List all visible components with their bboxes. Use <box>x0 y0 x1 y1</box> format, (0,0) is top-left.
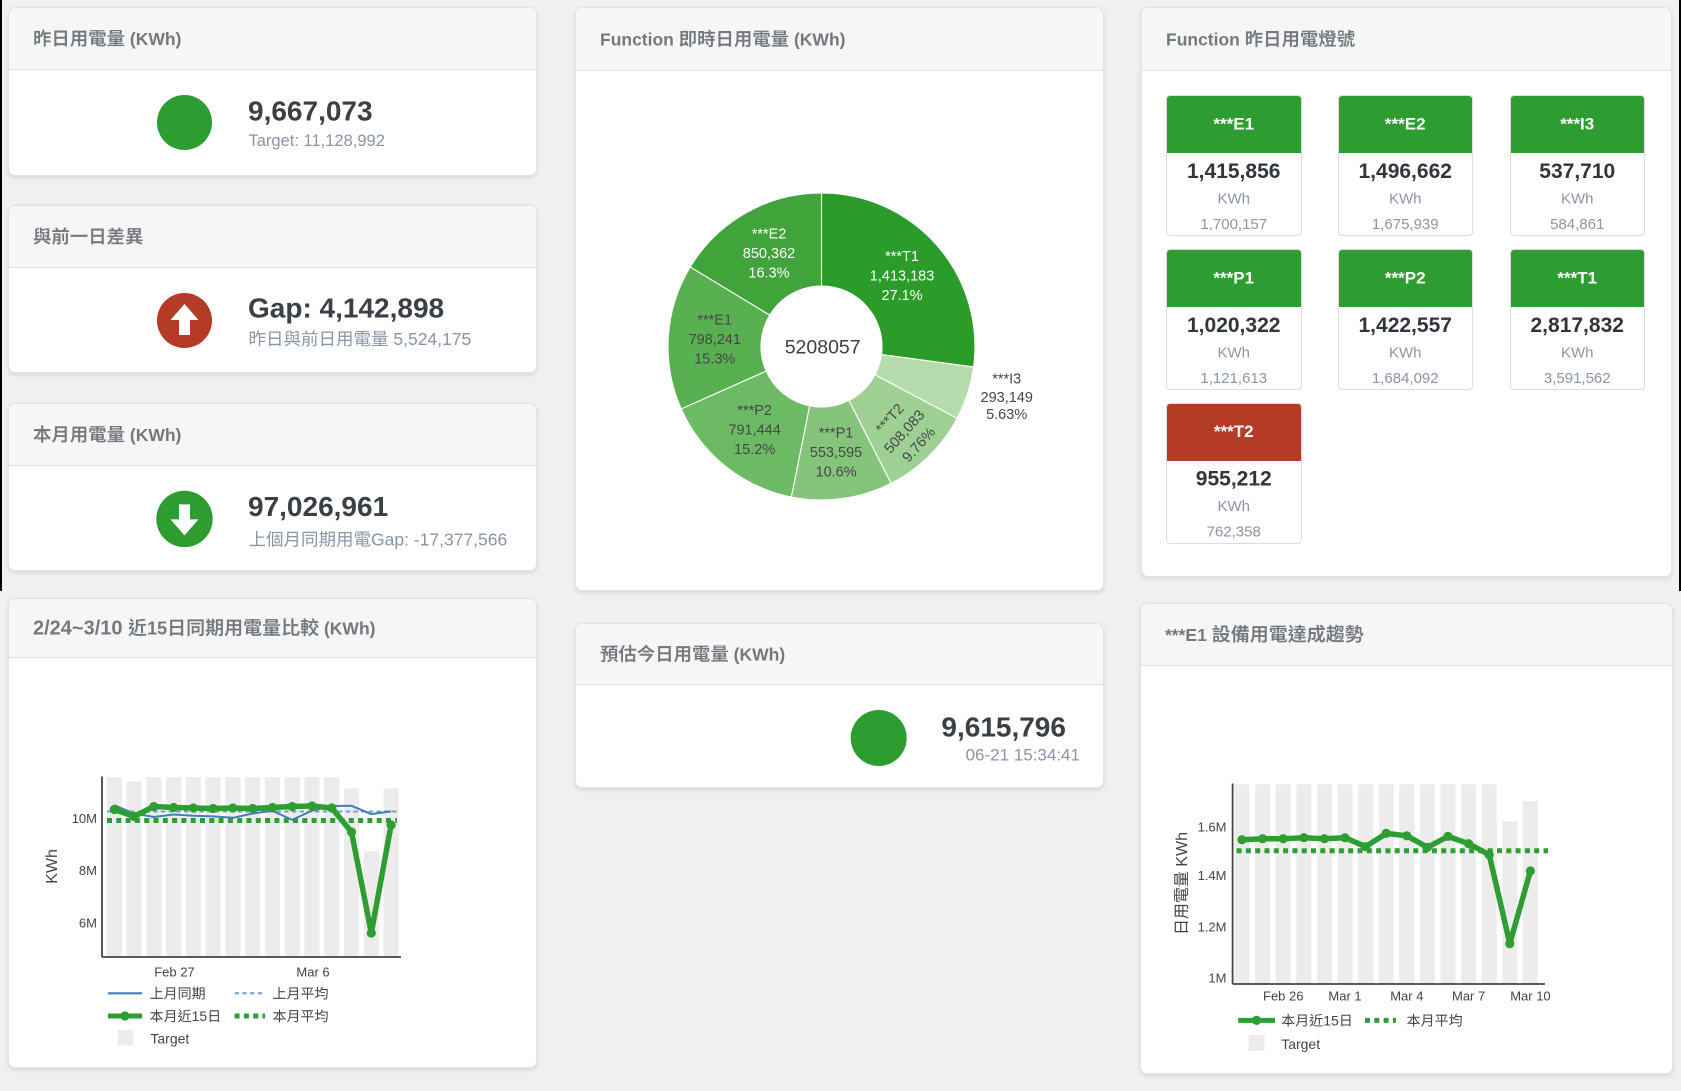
svg-text:9,667,073: 9,667,073 <box>248 96 373 127</box>
svg-text:Function: Function <box>1166 30 1245 50</box>
svg-text:Mar 4: Mar 4 <box>1390 989 1423 1004</box>
svg-text:Feb 27: Feb 27 <box>154 964 194 979</box>
svg-text:3,591,562: 3,591,562 <box>1544 370 1611 387</box>
svg-text:1M: 1M <box>1208 971 1226 986</box>
svg-text:(KWh): (KWh) <box>125 425 181 445</box>
svg-text:15: 15 <box>147 619 167 639</box>
svg-text:1,413,183: 1,413,183 <box>870 269 935 285</box>
svg-text:798,241: 798,241 <box>689 332 741 348</box>
svg-text:(KWh): (KWh) <box>789 30 845 50</box>
svg-text:***I3: ***I3 <box>1560 115 1594 134</box>
svg-text:584,861: 584,861 <box>1550 216 1604 233</box>
svg-text:KWh: KWh <box>44 849 61 884</box>
svg-text:955,212: 955,212 <box>1196 467 1272 490</box>
svg-text:(KWh): (KWh) <box>319 619 375 639</box>
svg-text:2/24~3/10: 2/24~3/10 <box>33 618 128 640</box>
svg-text:***E2: ***E2 <box>1385 115 1426 134</box>
svg-text:1,675,939: 1,675,939 <box>1372 216 1439 233</box>
svg-text:KWh: KWh <box>1218 190 1251 207</box>
svg-text:***T1: ***T1 <box>885 249 919 265</box>
svg-text:10M: 10M <box>72 811 97 826</box>
svg-text:5208057: 5208057 <box>785 336 861 358</box>
svg-text:Mar 6: Mar 6 <box>296 964 329 979</box>
svg-text:Feb 26: Feb 26 <box>1263 989 1303 1004</box>
svg-text:Mar 1: Mar 1 <box>1328 989 1361 1004</box>
svg-text:1,684,092: 1,684,092 <box>1372 370 1439 387</box>
svg-text:Target: Target <box>1281 1036 1320 1052</box>
svg-text:***P1: ***P1 <box>1213 269 1254 288</box>
svg-text:***E1: ***E1 <box>697 313 732 329</box>
svg-text:KWh: KWh <box>1218 498 1251 515</box>
svg-text:06-21 15:34:41: 06-21 15:34:41 <box>966 746 1080 765</box>
svg-text:***E1: ***E1 <box>1213 115 1254 134</box>
svg-text:Gap: -17,377,566: Gap: -17,377,566 <box>371 530 507 550</box>
svg-text:Target: Target <box>150 1031 189 1047</box>
svg-text:KWh: KWh <box>1389 344 1422 361</box>
svg-text:***T2: ***T2 <box>1214 422 1254 441</box>
svg-text:1,415,856: 1,415,856 <box>1187 160 1280 183</box>
svg-text:5.63%: 5.63% <box>986 407 1027 423</box>
svg-text:1,020,322: 1,020,322 <box>1187 314 1280 337</box>
svg-text:***P2: ***P2 <box>1385 269 1426 288</box>
svg-text:1.6M: 1.6M <box>1198 820 1227 835</box>
svg-text:791,444: 791,444 <box>728 423 780 439</box>
svg-text:1.2M: 1.2M <box>1198 919 1227 934</box>
svg-text:10.6%: 10.6% <box>816 465 857 481</box>
svg-text:1.4M: 1.4M <box>1198 868 1227 883</box>
svg-text:Mar 7: Mar 7 <box>1452 989 1485 1004</box>
svg-text:537,710: 537,710 <box>1539 160 1615 183</box>
svg-text:15: 15 <box>1323 1013 1339 1029</box>
svg-text:5,524,175: 5,524,175 <box>389 329 472 349</box>
svg-text:553,595: 553,595 <box>810 445 862 461</box>
svg-text:***E2: ***E2 <box>752 226 787 242</box>
svg-text:(KWh): (KWh) <box>729 645 785 665</box>
svg-text:Mar 10: Mar 10 <box>1510 989 1550 1004</box>
svg-text:2,817,832: 2,817,832 <box>1531 314 1624 337</box>
svg-text:Target: 11,128,992: Target: 11,128,992 <box>249 132 385 150</box>
svg-text:(KWh): (KWh) <box>125 29 181 49</box>
svg-text:762,358: 762,358 <box>1207 523 1261 540</box>
svg-text:***T1: ***T1 <box>1557 269 1597 288</box>
svg-text:***E1: ***E1 <box>1165 625 1212 645</box>
svg-text:293,149: 293,149 <box>981 390 1033 406</box>
svg-text:9,615,796: 9,615,796 <box>941 711 1066 742</box>
svg-text:97,026,961: 97,026,961 <box>248 491 388 522</box>
svg-text:15.3%: 15.3% <box>694 352 735 368</box>
svg-text:16.3%: 16.3% <box>748 265 789 281</box>
svg-text:Function: Function <box>600 30 679 50</box>
svg-text:1,121,613: 1,121,613 <box>1200 370 1267 387</box>
svg-text:***P1: ***P1 <box>819 426 854 442</box>
svg-text:8M: 8M <box>79 863 97 878</box>
svg-text:1,422,557: 1,422,557 <box>1359 314 1452 337</box>
svg-text:***P2: ***P2 <box>737 403 772 419</box>
svg-text:KWh: KWh <box>1389 190 1422 207</box>
svg-text:15.2%: 15.2% <box>734 442 775 458</box>
svg-text:1,700,157: 1,700,157 <box>1200 216 1267 233</box>
svg-text:KWh: KWh <box>1561 344 1594 361</box>
svg-text:***I3: ***I3 <box>992 371 1021 387</box>
svg-text:Gap: 4,142,898: Gap: 4,142,898 <box>248 292 444 323</box>
svg-text:KWh: KWh <box>1174 832 1191 871</box>
svg-text:KWh: KWh <box>1218 344 1251 361</box>
svg-text:850,362: 850,362 <box>743 246 795 262</box>
svg-text:6M: 6M <box>79 916 97 931</box>
svg-text:1,496,662: 1,496,662 <box>1359 160 1452 183</box>
svg-text:27.1%: 27.1% <box>882 288 923 304</box>
svg-text:KWh: KWh <box>1561 190 1594 207</box>
svg-text:15: 15 <box>192 1008 208 1024</box>
